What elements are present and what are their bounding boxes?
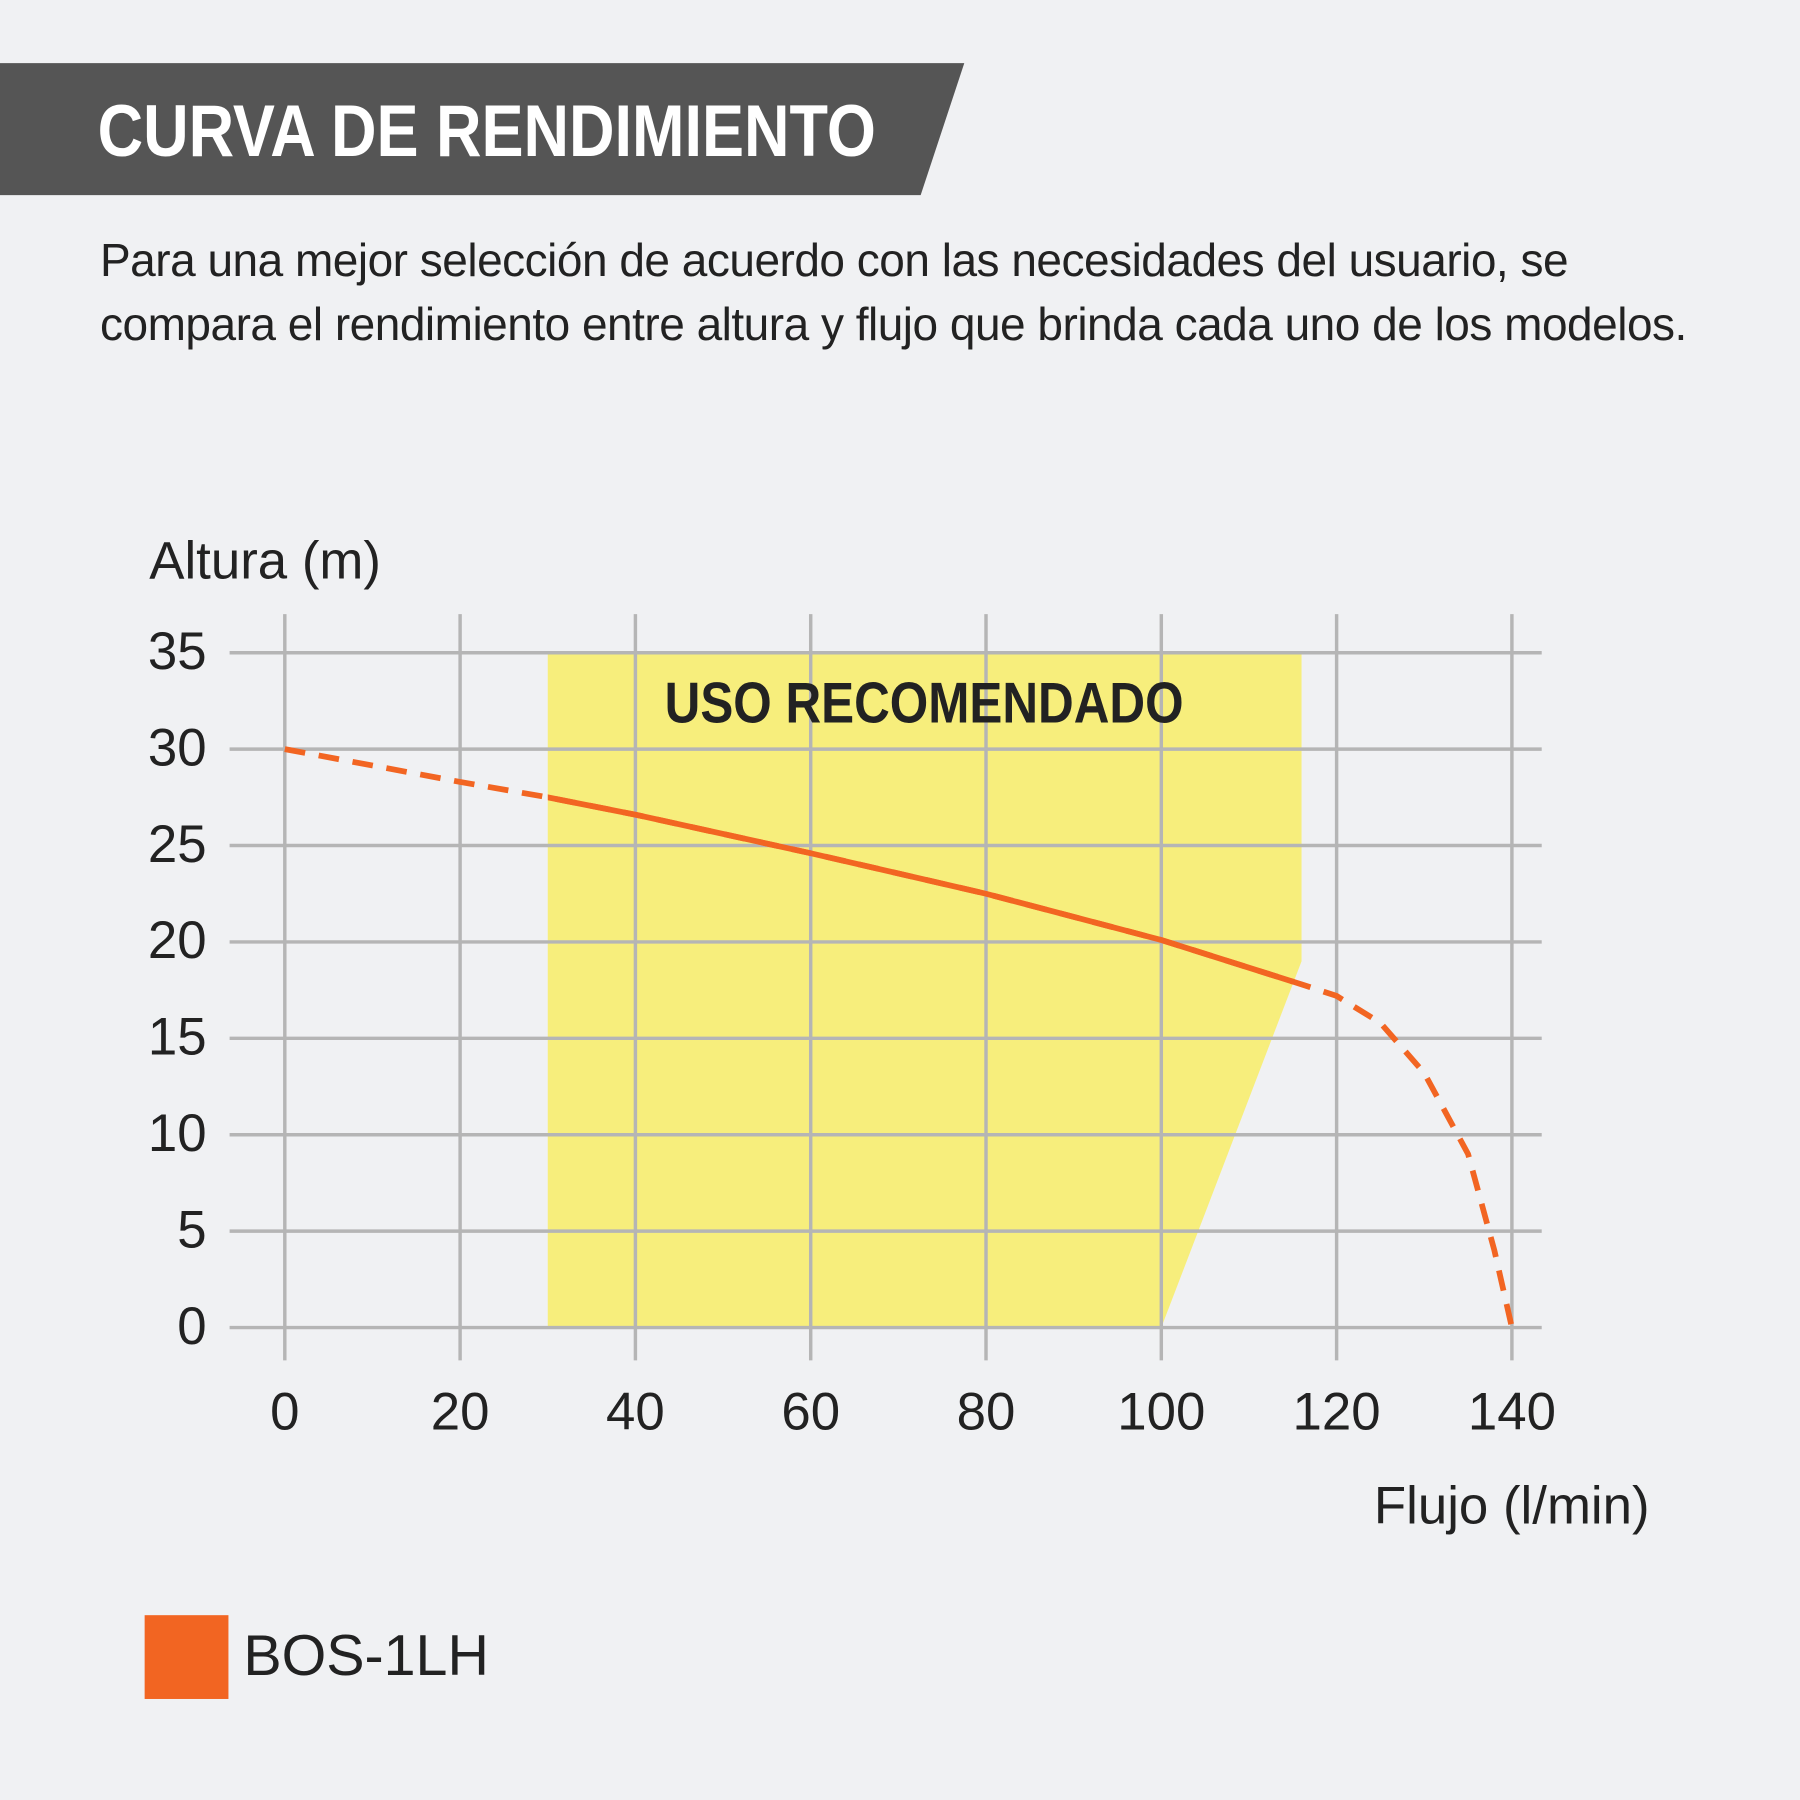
x-tick-label: 40 <box>606 1382 665 1441</box>
x-tick-label: 120 <box>1293 1382 1381 1441</box>
y-tick-label: 25 <box>148 815 207 874</box>
y-axis-label: Altura (m) <box>149 532 381 591</box>
series-line-solid <box>547 746 1302 1328</box>
legend-swatch <box>144 1615 229 1699</box>
x-tick-label: 0 <box>270 1382 299 1441</box>
y-tick-label: 30 <box>148 718 207 777</box>
x-tick-label: 80 <box>957 1382 1016 1441</box>
subtitle: Para una mejor selección de acuerdo con … <box>100 234 1687 350</box>
y-tick-label: 0 <box>177 1297 206 1356</box>
chart-title: CURVA DE RENDIMIENTO <box>98 89 876 172</box>
recommended-region <box>547 652 1302 1328</box>
y-tick-label: 5 <box>177 1200 206 1259</box>
x-tick-label: 100 <box>1117 1382 1205 1441</box>
region-label: USO RECOMENDADO <box>665 671 1184 735</box>
x-tick-label: 20 <box>431 1382 490 1441</box>
title-banner <box>0 63 965 196</box>
x-tick-label: 140 <box>1468 1382 1556 1441</box>
y-tick-label: 20 <box>148 911 207 970</box>
y-tick-label: 35 <box>148 622 207 681</box>
y-tick-label: 10 <box>148 1104 207 1163</box>
legend-label: BOS-1LH <box>243 1624 489 1688</box>
x-axis-label: Flujo (l/min) <box>1374 1477 1650 1536</box>
y-tick-label: 15 <box>148 1008 207 1067</box>
x-tick-label: 60 <box>781 1382 840 1441</box>
